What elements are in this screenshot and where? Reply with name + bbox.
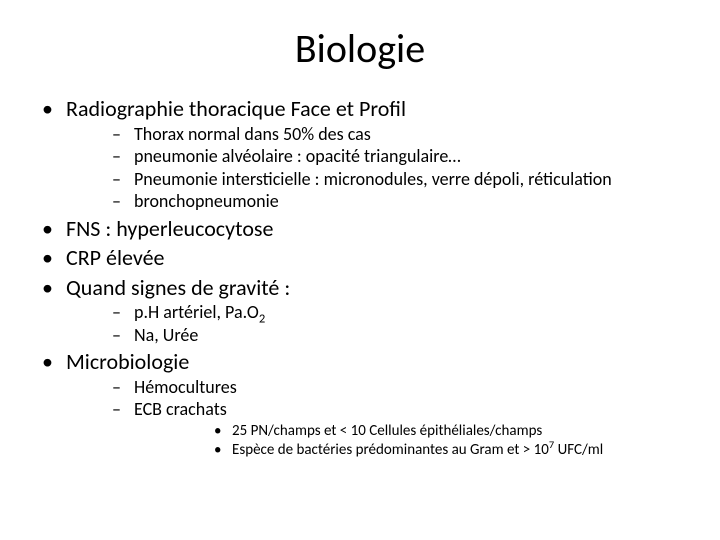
list-item: FNS : hyperleucocytose	[28, 215, 692, 243]
list-item-text: ECB crachats	[134, 398, 227, 420]
list-level-3: 25 PN/champs et < 10 Cellules épithélial…	[134, 422, 692, 461]
slide: Biologie Radiographie thoracique Face et…	[0, 0, 720, 540]
bullet-list: Radiographie thoracique Face et ProfilTh…	[28, 95, 692, 460]
list-item-text: Pneumonie intersticielle : micronodules,…	[134, 168, 612, 190]
list-item: Espèce de bactéries prédominantes au Gra…	[134, 441, 692, 460]
list-level-2: HémoculturesECB crachats 25 PN/champs et …	[66, 376, 692, 461]
list-item: Thorax normal dans 50% des cas	[66, 123, 692, 146]
list-level-2: Thorax normal dans 50% des caspneumonie …	[66, 123, 692, 213]
list-level-2: p.H artériel, Pa.O2Na, Urée	[66, 301, 692, 346]
list-item: MicrobiologieHémoculturesECB crachats 25 …	[28, 348, 692, 460]
list-item: CRP élevée	[28, 244, 692, 272]
list-item-text: FNS : hyperleucocytose	[66, 215, 274, 242]
slide-title: Biologie	[28, 24, 692, 73]
list-item: pneumonie alvéolaire : opacité triangula…	[66, 145, 692, 168]
list-item: Hémocultures	[66, 376, 692, 399]
list-item-text: Quand signes de gravité :	[66, 274, 290, 301]
list-item: Radiographie thoracique Face et ProfilTh…	[28, 95, 692, 213]
list-item-text: Thorax normal dans 50% des cas	[134, 123, 371, 145]
list-item: Na, Urée	[66, 324, 692, 347]
list-item: p.H artériel, Pa.O2	[66, 301, 692, 324]
list-item: 25 PN/champs et < 10 Cellules épithélial…	[134, 422, 692, 441]
list-item: bronchopneumonie	[66, 190, 692, 213]
list-item-text: CRP élevée	[66, 244, 164, 271]
list-item-text: Microbiologie	[66, 348, 189, 375]
list-item: ECB crachats 25 PN/champs et < 10 Cellule…	[66, 398, 692, 460]
list-item-text: 25 PN/champs et < 10 Cellules épithélial…	[232, 422, 542, 440]
list-item-text: Espèce de bactéries prédominantes au Gra…	[232, 441, 603, 459]
list-item-text: Na, Urée	[134, 324, 198, 346]
list-item-text: Radiographie thoracique Face et Profil	[66, 95, 406, 122]
list-item-text: p.H artériel, Pa.O2	[134, 301, 265, 323]
list-item-text: Hémocultures	[134, 376, 237, 398]
list-item-text: pneumonie alvéolaire : opacité triangula…	[134, 145, 461, 167]
list-item: Pneumonie intersticielle : micronodules,…	[66, 168, 692, 191]
list-item: Quand signes de gravité :p.H artériel, P…	[28, 274, 692, 347]
list-item-text: bronchopneumonie	[134, 190, 279, 212]
